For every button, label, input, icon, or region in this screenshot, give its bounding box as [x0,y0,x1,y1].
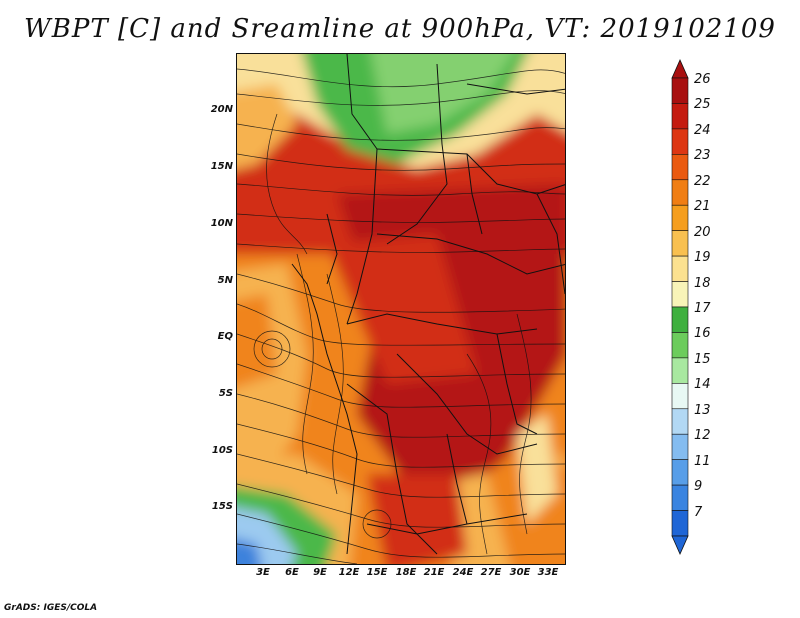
colorbar-swatch [671,179,689,206]
colorbar-label: 7 [694,504,703,520]
x-tick-label: 27E [480,567,502,578]
colorbar-swatch [671,408,689,435]
colorbar-label: 25 [694,97,711,113]
colorbar-label: 11 [694,453,711,469]
colorbar-swatch [671,230,689,257]
x-tick-label: 33E [537,567,559,578]
colorbar-swatch [671,459,689,486]
colorbar-swatch [671,332,689,359]
colorbar [671,59,689,555]
colorbar-bottom-arrow [671,535,689,555]
map-area [236,53,566,565]
colorbar-swatch [671,255,689,282]
colorbar-swatch [671,281,689,308]
x-tick-label: 30E [509,567,531,578]
x-tick-label: 6E [285,567,299,578]
colorbar-swatch [671,383,689,410]
colorbar-label: 19 [694,250,711,266]
x-tick-label: 24E [452,567,474,578]
colorbar-swatch [671,128,689,155]
colorbar-label: 16 [694,326,711,342]
x-tick-label: 15E [366,567,388,578]
colorbar-top-arrow [671,59,689,79]
colorbar-label: 23 [694,148,711,164]
x-tick-label: 21E [423,567,445,578]
colorbar-swatch [671,154,689,181]
colorbar-label: 24 [694,122,711,138]
colorbar-swatch [671,103,689,130]
colorbar-swatch [671,357,689,384]
y-tick-label: 10N [210,218,233,229]
x-tick-label: 12E [338,567,360,578]
plot-title: WBPT [C] and Sreamline at 900hPa, VT: 20… [24,14,776,44]
y-tick-label: 15N [210,161,233,172]
colorbar-label: 9 [694,479,703,495]
y-tick-label: 20N [210,104,233,115]
x-tick-label: 9E [313,567,327,578]
colorbar-label: 18 [694,275,711,291]
colorbar-label: 14 [694,377,711,393]
colorbar-swatch [671,484,689,511]
colorbar-label: 15 [694,351,711,367]
x-tick-label: 18E [395,567,417,578]
colorbar-swatch [671,510,689,537]
colorbar-label: 13 [694,402,711,418]
colorbar-swatch [671,433,689,460]
colorbar-label: 12 [694,428,711,444]
colorbar-swatch [671,306,689,333]
y-tick-label: 5S [218,388,233,399]
colorbar-swatch [671,204,689,231]
colorbar-label: 26 [694,72,711,87]
colorbar-label: 20 [694,224,711,240]
streamlines [237,68,565,564]
y-tick-label: EQ [217,331,233,342]
footer-credit: GrADS: IGES/COLA [4,603,98,613]
colorbar-swatch [671,77,689,104]
country-borders [291,54,565,555]
wbpt-field [237,54,565,564]
y-tick-label: 15S [211,501,233,512]
colorbar-label: 22 [694,173,711,189]
colorbar-label: 17 [694,301,711,316]
colorbar-label: 21 [694,199,711,215]
x-tick-label: 3E [256,567,270,578]
y-tick-label: 10S [211,445,233,456]
y-tick-label: 5N [217,275,233,286]
